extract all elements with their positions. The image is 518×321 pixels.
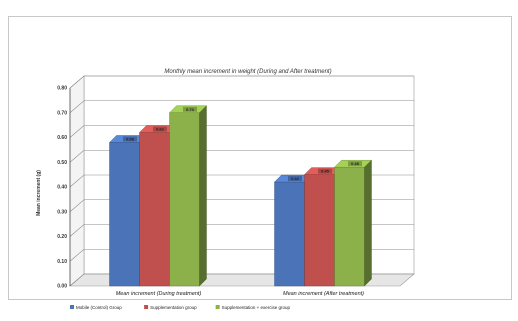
bar-front xyxy=(139,132,170,287)
bar xyxy=(169,105,207,287)
legend-entry: Mobile (Control) Group xyxy=(76,305,122,310)
gridline xyxy=(69,100,414,113)
legend-swatch xyxy=(144,305,149,309)
y-tick-label: 0.00 xyxy=(57,284,67,290)
value-label: 0.45 xyxy=(321,169,330,174)
value-label: 0.62 xyxy=(156,127,165,132)
value-label: 0.58 xyxy=(126,136,135,141)
chart-title: Monthly mean increment in weight (During… xyxy=(164,69,331,75)
bar-side xyxy=(199,105,207,287)
y-tick-label: 0.60 xyxy=(57,135,67,141)
legend: Mobile (Control) Group Supplementation gr… xyxy=(70,305,291,310)
y-tick-label: 0.80 xyxy=(57,86,67,92)
gridline xyxy=(69,75,414,89)
legend-entry: Supplementation group xyxy=(150,305,197,310)
bars xyxy=(109,105,372,287)
gridline xyxy=(69,149,414,163)
y-axis-label: Mean increment (g) xyxy=(36,170,42,216)
bar-front xyxy=(109,142,140,287)
value-label-bg xyxy=(348,161,362,167)
gridline xyxy=(69,125,414,138)
bar-front xyxy=(169,112,200,287)
y-tick-label: 0.10 xyxy=(57,259,67,265)
bar-front xyxy=(304,174,335,287)
bar-front xyxy=(274,181,305,287)
category-label: Mean increment (After treatment) xyxy=(283,291,364,297)
y-tick-label: 0.30 xyxy=(57,209,67,215)
value-label-bg xyxy=(318,168,332,174)
legend-entry: Supplementation + exercise group xyxy=(222,305,291,310)
y-tick-label: 0.40 xyxy=(57,185,67,191)
value-labels: 0.58 0.62 0.70 0.42 0.45 0.48 xyxy=(123,106,362,182)
value-label: 0.48 xyxy=(351,161,360,166)
bar-side xyxy=(364,159,372,287)
bar xyxy=(334,159,372,287)
value-label: 0.42 xyxy=(291,176,300,181)
y-tick-label: 0.70 xyxy=(57,110,67,116)
axes: 0.00 0.10 0.20 0.30 0.40 0.50 0.60 0.70 0.80 Mean… xyxy=(57,86,364,297)
value-label-bg xyxy=(288,176,302,182)
bar-front xyxy=(334,166,365,287)
value-label-bg xyxy=(183,106,197,112)
category-label: Mean increment (During treatment) xyxy=(116,291,202,297)
legend-swatch xyxy=(70,305,74,309)
legend-swatch xyxy=(215,305,220,309)
y-tick-label: 0.50 xyxy=(57,160,67,166)
value-label: 0.70 xyxy=(186,107,195,112)
value-label-bg xyxy=(153,126,167,132)
value-label-bg xyxy=(123,136,137,142)
y-tick-label: 0.20 xyxy=(57,234,67,240)
